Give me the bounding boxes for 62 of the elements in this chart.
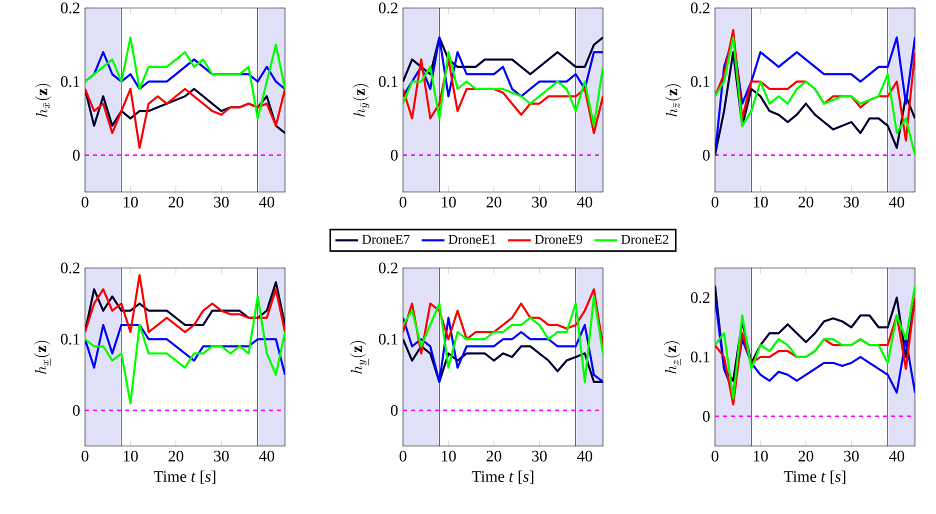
x-tick-label: 20: [798, 450, 814, 462]
x-tick-label: 10: [124, 196, 138, 208]
x-tick-label: 40: [577, 450, 592, 462]
y-axis-title: $h_{\bar{x}}(\mathbf{z})$: [35, 84, 52, 117]
x-axis-title: Time t [s]: [784, 470, 846, 484]
x-tick-label: 0: [712, 196, 718, 208]
y-tick-label: 0: [390, 404, 398, 416]
x-tick-label: 40: [889, 450, 904, 462]
y-tick-label: 0.2: [690, 292, 710, 304]
x-tick-label: 30: [214, 196, 229, 208]
x-tick-label: 30: [214, 450, 229, 462]
legend-label: DroneE1: [448, 234, 496, 244]
x-tick-label: 20: [168, 450, 184, 462]
x-tick-label: 0: [400, 196, 406, 208]
y-axis-title: $h_{\bar{z}}(\mathbf{z})$: [665, 84, 682, 116]
x-tick-label: 40: [259, 450, 274, 462]
x-tick-label: 20: [168, 196, 184, 208]
x-tick-label: 40: [889, 196, 904, 208]
y-tick-label: 0: [702, 150, 710, 161]
y-tick-label: 0: [72, 404, 80, 416]
x-tick-label: 10: [442, 450, 456, 462]
y-tick-label: 0.1: [378, 76, 398, 88]
y-tick-label: 0.2: [378, 262, 398, 274]
x-tick-label: 20: [486, 196, 502, 208]
y-tick-label: 0.2: [60, 2, 80, 14]
x-tick-label: 10: [754, 196, 768, 208]
y-tick-label: 0.1: [690, 352, 710, 362]
y-axis-title: $h_{\bar{y}}(\mathbf{z})$: [352, 84, 370, 117]
x-tick-label: 20: [798, 196, 814, 208]
legend-label: DroneE2: [621, 234, 668, 244]
y-tick-label: 0: [702, 410, 710, 422]
x-axis-title: Time t [s]: [154, 470, 216, 484]
x-tick-label: 0: [400, 450, 406, 462]
x-tick-label: 30: [844, 196, 859, 208]
y-axis-title: $h_{\underline{z}}(\mathbf{z})$: [664, 341, 680, 374]
y-tick-label: 0.1: [60, 334, 80, 345]
y-tick-label: 0.1: [60, 76, 80, 88]
x-tick-label: 40: [259, 196, 274, 208]
y-tick-label: 0.2: [60, 262, 80, 274]
x-tick-label: 20: [486, 450, 502, 462]
y-axis-title: $h_{\underline{x}}(\mathbf{z})$: [34, 340, 50, 374]
line-series: [715, 284, 915, 382]
x-tick-label: 40: [577, 196, 592, 208]
x-tick-label: 30: [532, 450, 547, 462]
x-tick-label: 0: [82, 450, 88, 462]
x-tick-label: 30: [844, 450, 859, 462]
y-tick-label: 0.2: [378, 2, 398, 14]
x-tick-label: 0: [712, 450, 718, 462]
y-tick-label: 0.2: [690, 2, 710, 14]
y-tick-label: 0.1: [378, 334, 398, 345]
y-tick-label: 0.1: [690, 76, 710, 88]
x-axis-title: Time t [s]: [472, 470, 534, 484]
x-tick-label: 10: [124, 450, 138, 462]
y-axis-title: $h_{\underline{y}}(\mathbf{z})$: [350, 341, 368, 374]
legend-label: DroneE7: [362, 234, 410, 244]
x-tick-label: 10: [754, 450, 768, 462]
legend-label: DroneE9: [534, 234, 582, 244]
y-tick-label: 0: [72, 150, 80, 161]
x-tick-label: 30: [532, 196, 547, 208]
x-tick-label: 0: [82, 196, 88, 208]
x-tick-label: 10: [442, 196, 456, 208]
y-tick-label: 0: [390, 150, 398, 161]
